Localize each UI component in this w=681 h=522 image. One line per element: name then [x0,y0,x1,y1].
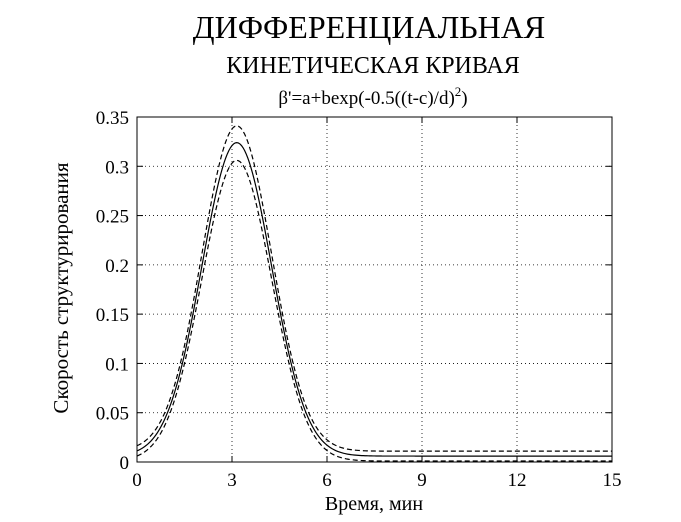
x-tick-label: 9 [417,470,427,491]
x-tick-label: 6 [322,470,332,491]
series-group [136,125,612,462]
formula-main: β'=a+bexp(-0.5((t-c)/d) [278,88,454,109]
series-line-2 [136,142,612,457]
x-tick-label: 12 [508,470,527,491]
x-tick-label: 0 [132,470,142,491]
y-tick-label: 0.15 [96,305,129,326]
chart-title-line1: ДИФФЕРЕНЦИАЛЬНАЯ [193,9,545,45]
series-line-3 [136,159,612,462]
plot-frame [136,116,613,463]
chart-title-line2: КИНЕТИЧЕСКАЯ КРИВАЯ [226,53,519,79]
x-tick-label: 15 [603,470,622,491]
y-tick-label: 0.25 [96,207,129,228]
y-tick-label: 0.1 [105,354,129,375]
axis-ticks: 0 3 6 9 12 15 0 0.05 0.1 0.15 0.2 0.25 0.3 0.35 [96,108,622,491]
y-tick-label: 0.05 [96,404,129,425]
y-tick-label: 0.2 [105,256,129,277]
y-tick-label: 0 [120,453,130,474]
series-line-1 [136,125,612,452]
grid [137,117,612,462]
y-tick-label: 0.3 [105,157,129,178]
x-axis-label: Время, мин [325,493,423,515]
formula-close: ) [461,88,467,109]
formula-exponent: 2 [455,84,462,99]
y-tick-label: 0.35 [96,108,129,129]
chart-formula: β'=a+bexp(-0.5((t-c)/d)2) [278,84,467,109]
y-axis-label: Скорость структурирования [49,162,73,413]
x-tick-label: 3 [227,470,237,491]
